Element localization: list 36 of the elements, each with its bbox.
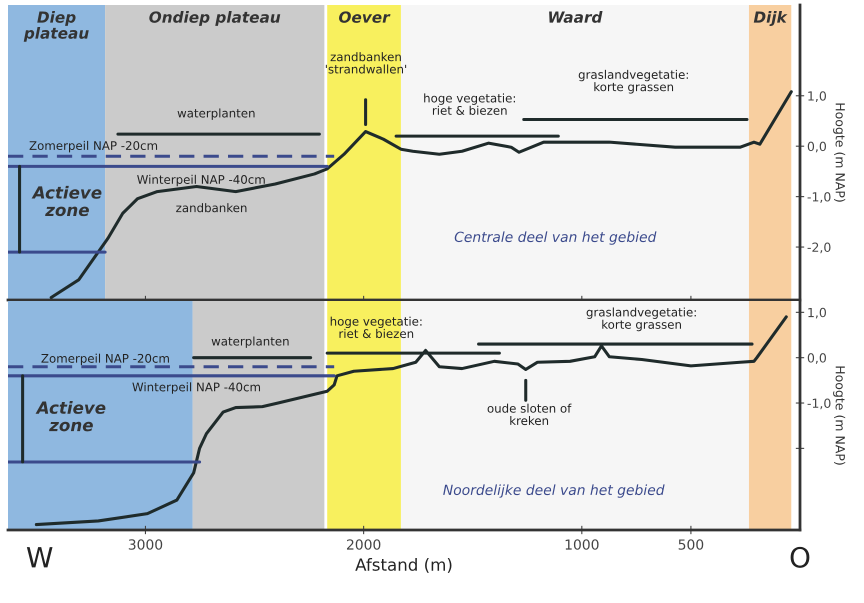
band-label: Oever [339,11,390,23]
y-tick-label: -2,0 [808,242,831,254]
x-tick-label: 3000 [128,539,162,550]
annotation: Winterpeil NAP -40cm [132,382,260,394]
annotation: Winterpeil NAP -40cm [137,174,265,186]
text: O [790,546,810,568]
x-axis-title: Afstand (m) [355,558,452,573]
y-tick-label: 1,0 [808,308,826,319]
annotation: graslandvegetatie: korte grassen [578,70,688,94]
y-tick-label: 0,0 [808,142,826,152]
annotation: graslandvegetatie: korte grassen [586,307,696,332]
x-tick-label: 500 [678,539,704,550]
annotation: waterplanten [178,108,255,120]
band-label: Dijk [754,11,788,26]
annotation: Zomerpeil NAP -20cm [30,140,158,152]
y-tick-label: 0,0 [808,353,826,364]
annotation: Actieve zone [32,186,102,216]
y-tick-label: -1,0 [808,192,831,203]
annotation: oude sloten of kreken [488,404,572,426]
annotation: hoge vegetatie: riet & biezen [424,93,515,115]
y-tick-label: 1,0 [808,91,826,102]
x-tick-label: 1000 [566,539,599,550]
band-label: Diep plateau [24,11,89,42]
annotation: Actieve zone [36,401,106,432]
text: W [26,547,53,568]
annotation: Noordelijke deel van het gebied [443,484,665,498]
y-axis-title: Hoogte (m NAP) [833,103,846,202]
annotation: Centrale deel van het gebied [454,231,656,245]
annotation: waterplanten [212,336,289,348]
annotation: zandbanken [176,203,246,212]
y-axis-title: Hoogte (m NAP) [833,366,846,465]
y-tick-label: -1,0 [808,398,831,410]
annotation: Zomerpeil NAP -20cm [41,354,169,366]
band-label: Waard [549,11,603,23]
x-tick-label: 2000 [346,539,380,550]
band-label: Ondiep plateau [149,11,280,26]
